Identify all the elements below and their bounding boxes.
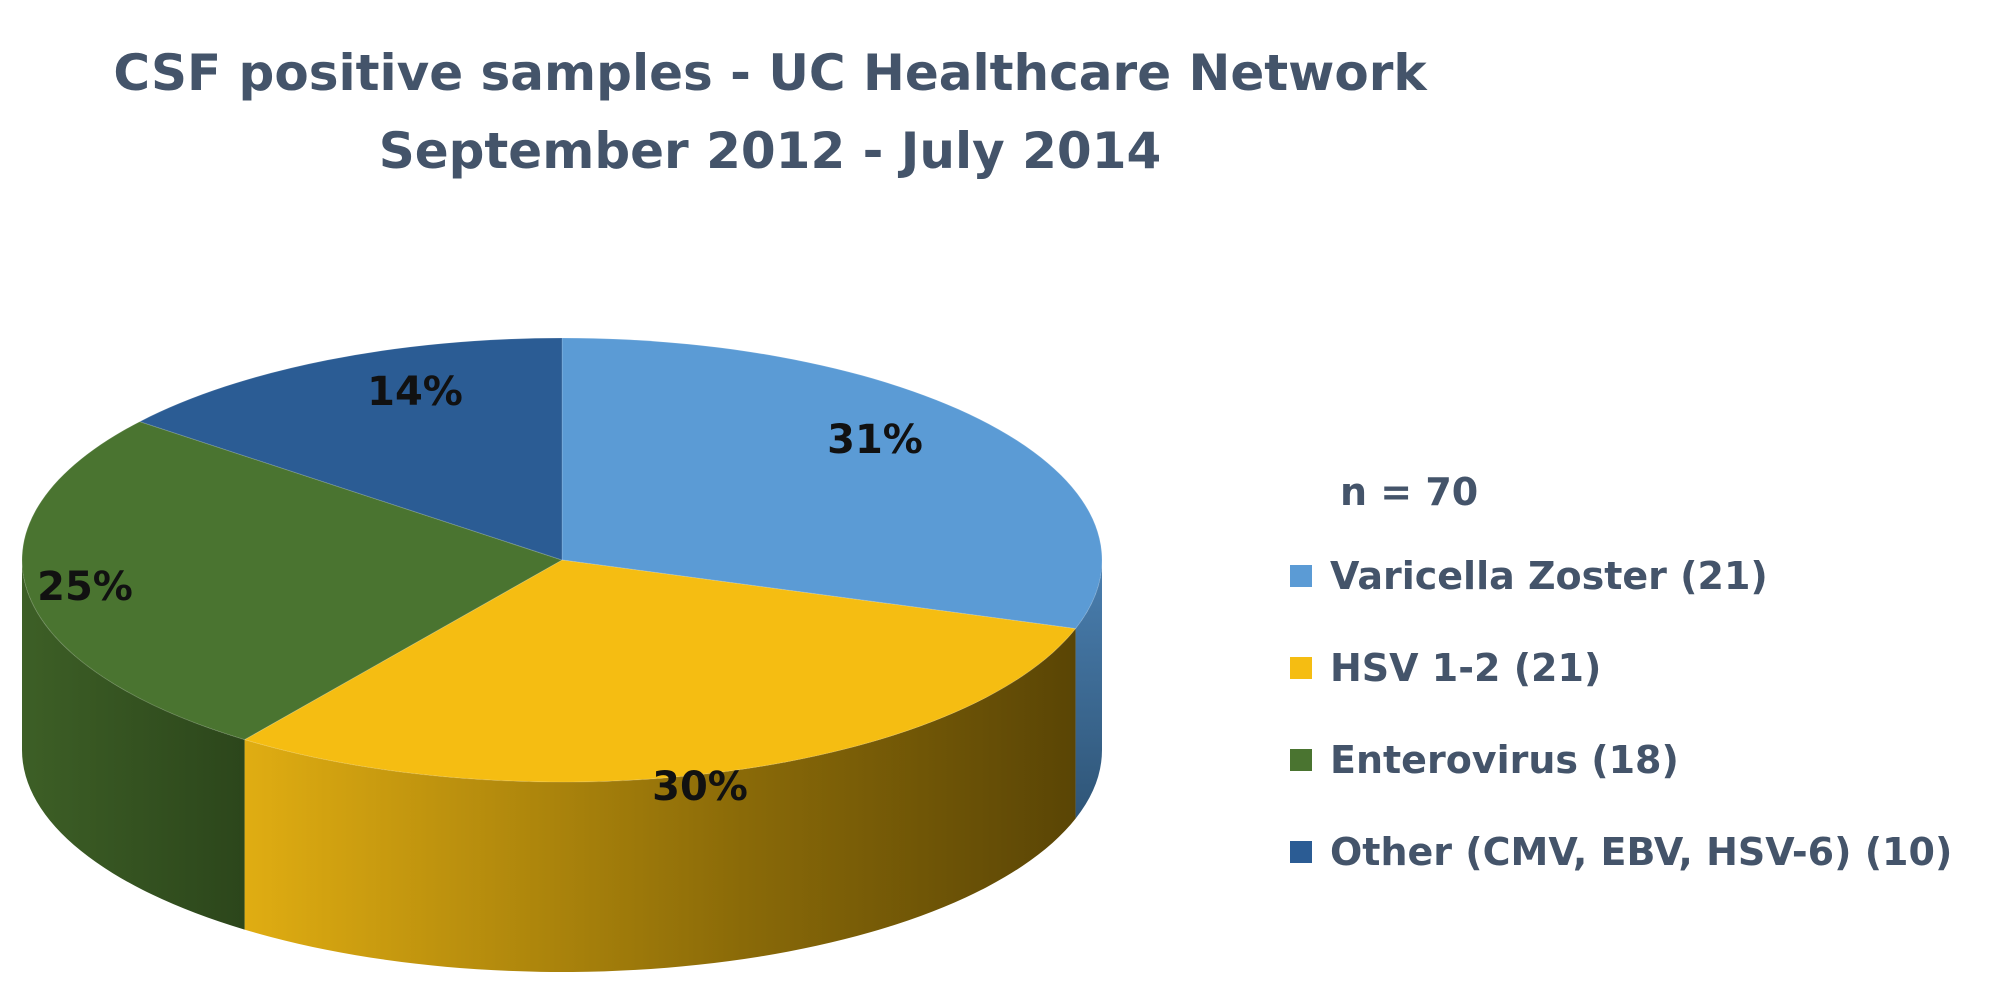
pie-slice-hsv (243, 559, 1077, 783)
pie-side-varicella-zoster (1075, 560, 1102, 819)
pie-label-varicella-zoster: 31% (827, 417, 923, 463)
pie-label-other: 14% (367, 369, 463, 415)
legend-n-label: n = 70 (1340, 470, 1479, 514)
pie-slice-varicella-zoster (561, 337, 1103, 630)
legend-item-enterovirus: Enterovirus (18) (1290, 738, 1952, 782)
chart-subtitle: September 2012 - July 2014 (378, 122, 1162, 180)
pie-slice-enterovirus (21, 421, 564, 741)
legend-swatch (1290, 657, 1312, 679)
legend: n = 70 Varicella Zoster (21) HSV 1-2 (21… (1290, 470, 1952, 922)
pie-side-hsv (244, 628, 1076, 972)
legend-swatch (1290, 841, 1312, 863)
pie-label-enterovirus: 25% (37, 564, 133, 610)
pie-side-enterovirus (22, 560, 245, 930)
legend-label: Enterovirus (18) (1330, 738, 1679, 782)
legend-item-other: Other (CMV, EBV, HSV-6) (10) (1290, 830, 1952, 874)
pie-label-hsv: 30% (652, 764, 748, 810)
chart-title: CSF positive samples - UC Healthcare Net… (113, 44, 1427, 102)
legend-label: Varicella Zoster (21) (1330, 554, 1768, 598)
legend-swatch (1290, 749, 1312, 771)
legend-swatch (1290, 565, 1312, 587)
legend-item-hsv: HSV 1-2 (21) (1290, 646, 1952, 690)
legend-item-varicella-zoster: Varicella Zoster (21) (1290, 554, 1952, 598)
pie-slice-other (138, 337, 563, 561)
legend-label: HSV 1-2 (21) (1330, 646, 1602, 690)
legend-label: Other (CMV, EBV, HSV-6) (10) (1330, 830, 1953, 874)
